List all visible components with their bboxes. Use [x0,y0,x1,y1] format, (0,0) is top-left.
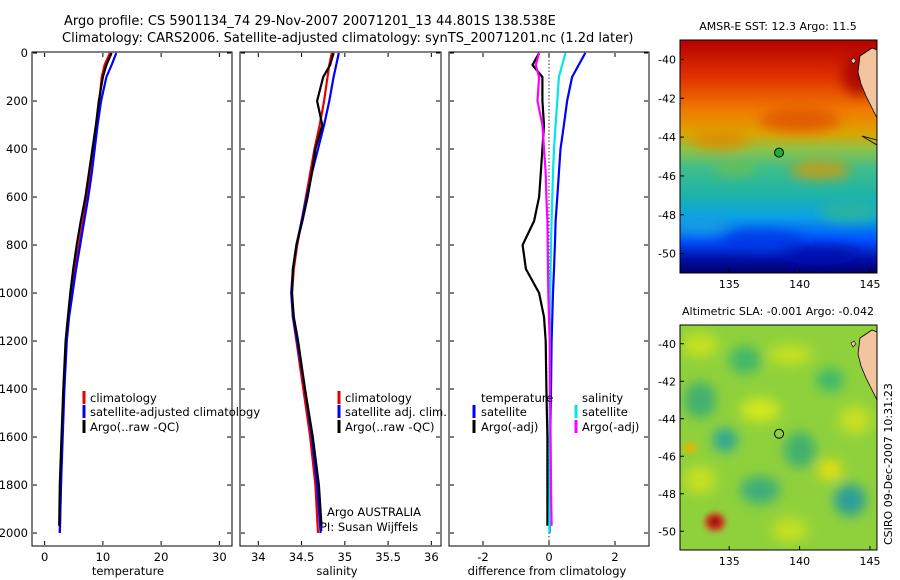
sla-float-marker [774,428,785,439]
salinity-panel-frame [239,51,442,547]
y-tick-label: 1600 [0,430,28,444]
series-line-argo-raw-qc- [58,52,113,526]
y-tick-label: 200 [6,94,28,108]
y-tick-label: 400 [6,142,28,156]
difference-panel-frame [448,51,650,547]
y-tick-label: 1400 [0,382,28,396]
salinity-legend: climatology satellite adj. clim. Argo(..… [320,391,447,534]
x-tick-label: 10 [96,550,111,564]
salinity-axis-label: salinity [316,564,357,578]
sla-x-tick-labels: 135 140 145 [719,546,880,568]
y-tick-label: 2000 [0,526,28,540]
map-y-tick-label: -46 [658,450,676,463]
x-tick-label: 35 [338,550,353,564]
y-tick-label: 600 [6,190,28,204]
salinity-tick-labels: 34 34.5 35 35.5 36 [251,53,439,564]
sla-map-title: Altimetric SLA: -0.001 Argo: -0.042 [682,305,874,318]
header-title-line2: Climatology: CARS2006. Satellite-adjuste… [62,31,634,46]
y-tick-label: 1800 [0,478,28,492]
sst-map-frame [679,39,878,274]
map-x-tick-label: 140 [789,555,810,568]
csiro-timestamp: CSIRO 09-Dec-2007 10:31:23 [882,383,895,545]
x-tick-label: 2 [611,550,618,564]
series-line-argo-raw-qc- [290,52,335,526]
map-y-tick-label: -44 [658,131,676,144]
legend-label-climatology: climatology [345,391,412,405]
x-tick-label: 36 [424,550,439,564]
argo-credit-line2: PI: Susan Wijffels [320,520,418,534]
map-x-tick-label: 140 [789,278,810,291]
series-line-climatology [290,52,333,534]
y-tick-label: 800 [6,238,28,252]
sst-y-tick-labels: -40 -42 -44 -46 -48 -50 [658,53,684,261]
map-y-tick-label: -50 [658,248,676,261]
sla-map-frame [679,324,878,551]
temperature-series [58,52,118,534]
y-tick-label: 1000 [0,286,28,300]
legend-label-temp-argo: Argo(-adj) [481,420,538,434]
legend-label-climatology: climatology [90,391,157,405]
map-y-tick-label: -50 [658,525,676,538]
x-tick-label: 0 [41,550,48,564]
map-x-tick-label: 145 [859,278,880,291]
sst-float-marker [774,147,785,158]
temperature-tick-labels: 0 10 20 30 [41,53,227,564]
x-tick-label: 35.5 [375,550,401,564]
map-y-tick-label: -44 [658,413,676,426]
legend-label-argo: Argo(..raw -QC) [345,420,435,434]
depth-tick-marks [33,52,648,534]
x-tick-label: 20 [154,550,169,564]
series-line-climatology [58,52,111,534]
map-y-tick-label: -46 [658,170,676,183]
map-y-tick-label: -42 [658,375,676,388]
legend-title-salinity: salinity [582,391,623,405]
legend-label-temp-satellite: satellite [481,405,527,419]
map-x-tick-label: 135 [719,278,740,291]
difference-axis-label: difference from climatology [468,564,627,578]
legend-label-sal-satellite: satellite [582,405,628,419]
profile-panels [31,51,650,547]
map-y-tick-label: -48 [658,209,676,222]
map-y-tick-label: -48 [658,488,676,501]
temperature-axis-label: temperature [92,564,164,578]
legend-label-satellite: satellite-adjusted climatology [90,405,260,419]
map-y-tick-label: -40 [658,53,676,66]
difference-series [521,52,587,534]
temperature-legend: climatology satellite-adjusted climatolo… [82,391,260,434]
x-tick-label: 34 [251,550,266,564]
x-tick-label: 0 [545,550,552,564]
legend-title-temperature: temperature [481,391,553,405]
sst-map-title: AMSR-E SST: 12.3 Argo: 11.5 [699,20,857,33]
series-line-temperature-argo-adj- [521,52,549,526]
map-y-tick-label: -42 [658,92,676,105]
series-line-salinity-argo-adj- [534,52,553,526]
sst-x-tick-labels: 135 140 145 [719,269,880,291]
x-tick-label: 34.5 [289,550,315,564]
map-x-tick-label: 135 [719,555,740,568]
map-x-tick-label: 145 [859,555,880,568]
temperature-panel-frame [31,51,233,547]
legend-label-argo: Argo(..raw -QC) [90,420,180,434]
sla-y-tick-labels: -40 -42 -44 -46 -48 -50 [658,338,684,538]
salinity-series [290,52,340,534]
sla-map-image [680,325,877,550]
x-tick-label: -2 [477,550,488,564]
argo-credit-line1: Argo AUSTRALIA [327,505,421,519]
map-y-tick-label: -40 [658,338,676,351]
header-title-line1: Argo profile: CS 5901134_74 29-Nov-2007 … [64,14,556,29]
legend-label-satellite: satellite adj. clim. [345,405,447,419]
x-tick-label: 30 [212,550,227,564]
series-line-satellite-adjusted-climatology [58,52,118,534]
y-tick-label: 1200 [0,334,28,348]
difference-legend: temperature satellite Argo(-adj) salinit… [472,391,639,434]
sst-map-image [680,40,877,273]
legend-label-sal-argo: Argo(-adj) [582,420,639,434]
y-tick-label: 0 [21,46,28,60]
depth-tick-labels: 0 200 400 600 800 1000 1200 1400 1600 1800 2000 [0,46,28,540]
